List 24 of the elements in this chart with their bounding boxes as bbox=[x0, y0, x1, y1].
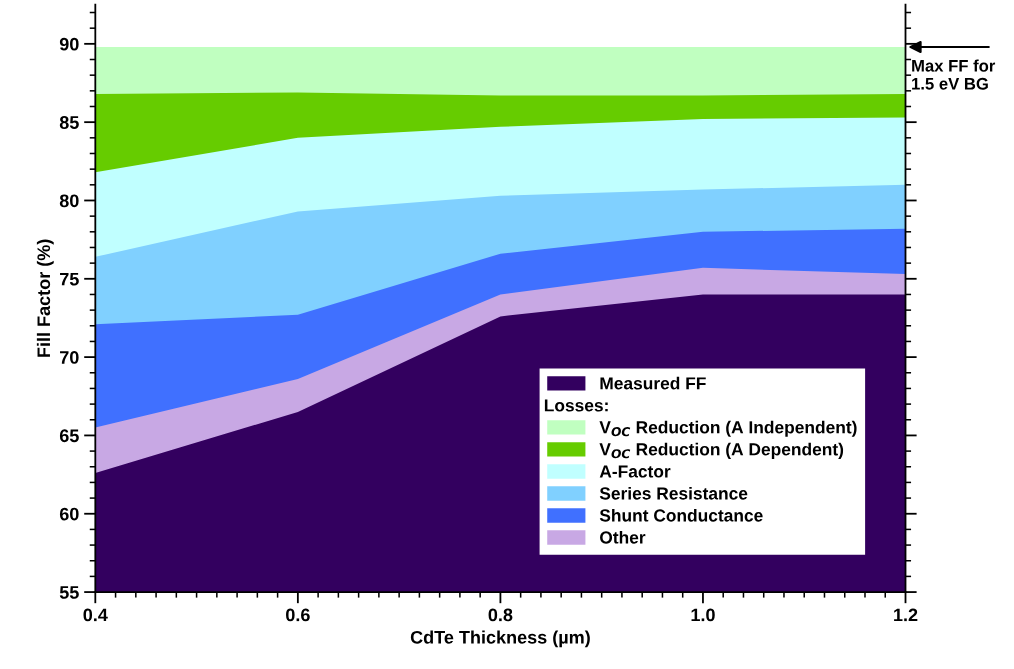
y-tick-label: 80 bbox=[59, 194, 79, 208]
legend-label: A-Factor bbox=[599, 465, 671, 478]
y-tick-label: 75 bbox=[60, 272, 79, 286]
legend-label: Shunt Conductance bbox=[599, 508, 763, 522]
y-tick-label: 60 bbox=[59, 507, 79, 521]
y-tick-label: 85 bbox=[59, 116, 79, 129]
legend-label: V$_{OC}$ Reduction (A Dependent) bbox=[599, 442, 844, 459]
legend-label: Measured FF bbox=[600, 376, 706, 390]
y-tick-label: 90 bbox=[59, 37, 79, 51]
x-tick-label: 1.0 bbox=[691, 608, 715, 622]
annotation: Losses: bbox=[544, 399, 608, 412]
annotation: Max FF for 1.5 eV BG bbox=[912, 59, 996, 90]
x-tick-label: 0.4 bbox=[83, 608, 108, 622]
x-axis-title: CdTe Thickness (µm) bbox=[410, 630, 590, 648]
x-tick-label: 0.8 bbox=[488, 608, 513, 622]
legend-label: V$_{OC}$ Reduction (A Independent) bbox=[599, 420, 857, 437]
y-tick-label: 55 bbox=[59, 586, 79, 599]
y-axis-title: Fill Factor (%) bbox=[36, 239, 54, 357]
legend-label: Series Resistance bbox=[599, 486, 748, 500]
y-tick-label: 65 bbox=[59, 429, 79, 443]
y-tick-label: 70 bbox=[60, 351, 79, 364]
legend-label: Other bbox=[600, 530, 646, 544]
x-tick-label: 0.6 bbox=[286, 608, 310, 622]
x-tick-label: 1.2 bbox=[894, 608, 918, 622]
